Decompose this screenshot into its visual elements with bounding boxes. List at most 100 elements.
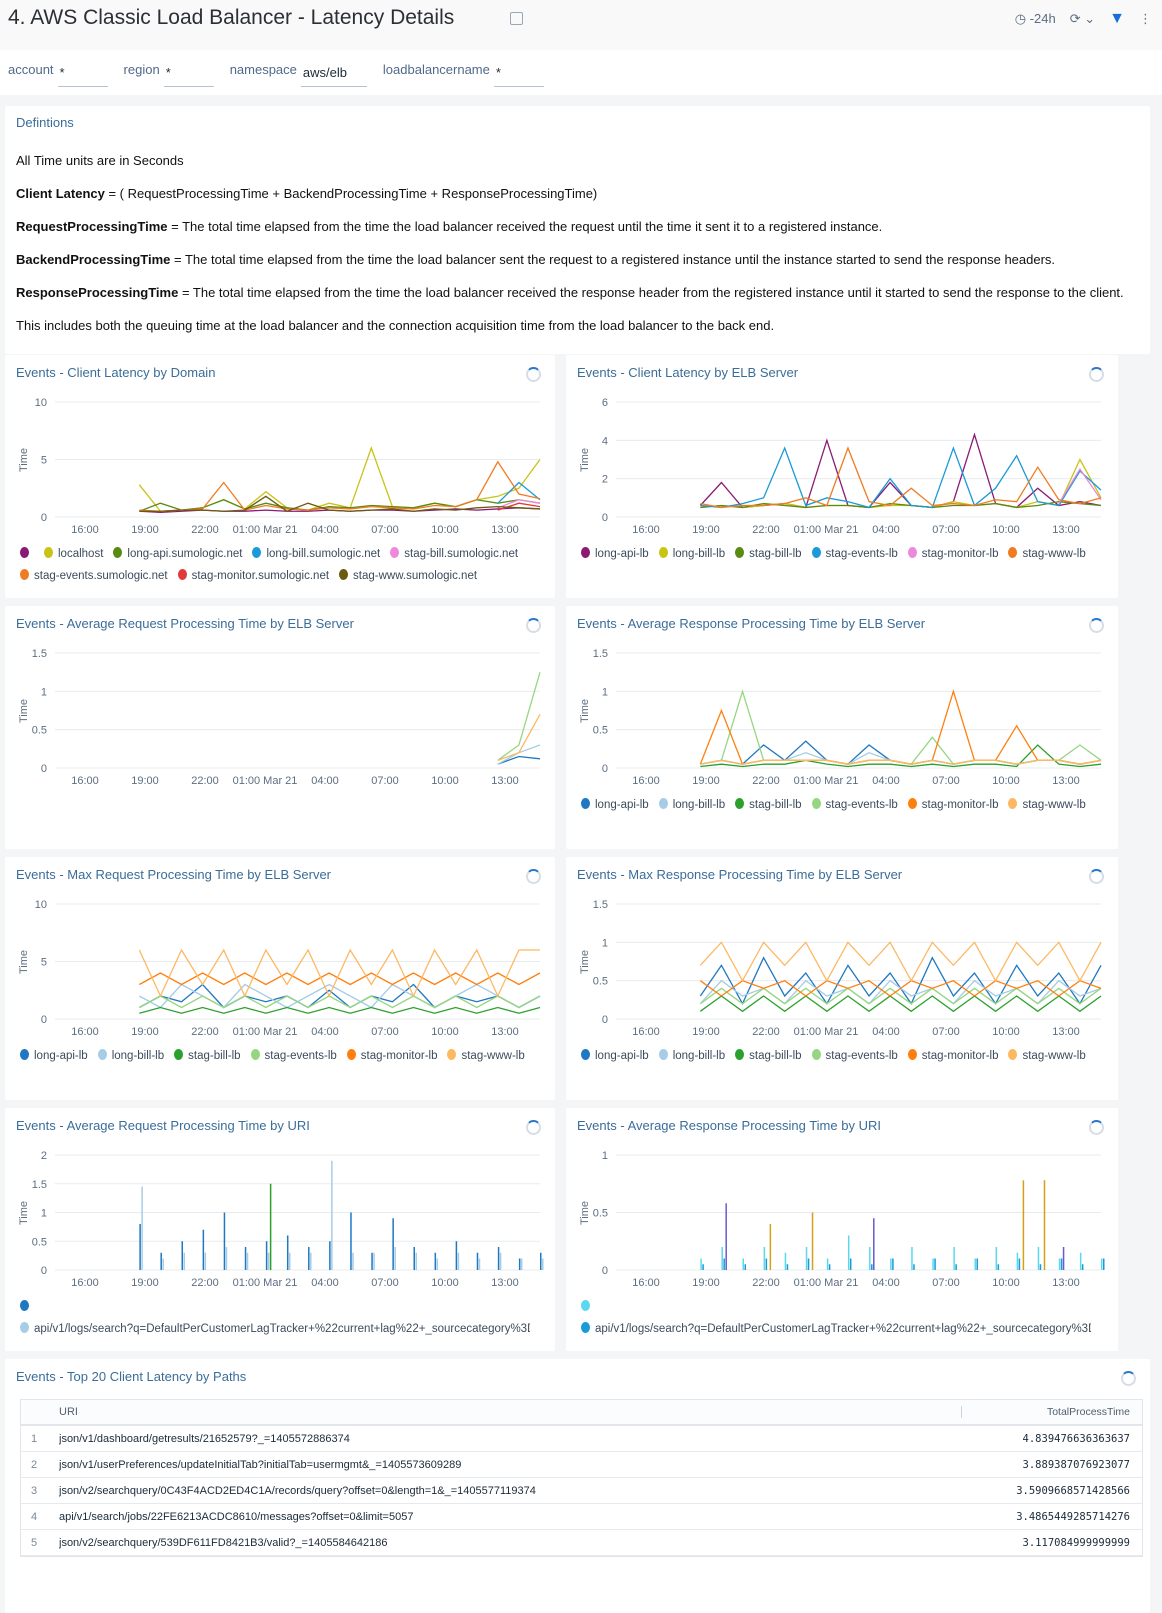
- legend-item[interactable]: long-bill-lb: [658, 1045, 725, 1067]
- legend-item[interactable]: stag-www-lb: [1008, 543, 1086, 565]
- bar[interactable]: [1058, 1258, 1061, 1271]
- bar[interactable]: [371, 1252, 373, 1270]
- bar[interactable]: [976, 1258, 978, 1271]
- table-row[interactable]: 4 api/v1/search/jobs/22FE6213ACDC8610/mes…: [21, 1504, 1142, 1530]
- bar[interactable]: [849, 1258, 852, 1271]
- bar[interactable]: [244, 1247, 247, 1270]
- series-line[interactable]: [700, 458, 1102, 509]
- bar[interactable]: [1022, 1180, 1025, 1270]
- bar[interactable]: [162, 1258, 164, 1271]
- series-line[interactable]: [139, 972, 541, 986]
- bar[interactable]: [997, 1264, 1000, 1270]
- bar[interactable]: [413, 1247, 415, 1270]
- bar[interactable]: [331, 1160, 333, 1270]
- bar[interactable]: [873, 1218, 875, 1270]
- bar[interactable]: [890, 1258, 892, 1271]
- time-range-button[interactable]: ◷ -24h: [1014, 11, 1056, 26]
- bar[interactable]: [352, 1252, 354, 1270]
- bar[interactable]: [1062, 1247, 1065, 1270]
- legend-item[interactable]: long-api-lb: [581, 543, 649, 565]
- series-line[interactable]: [699, 941, 1102, 983]
- legend-item[interactable]: [581, 1296, 1091, 1318]
- series-line[interactable]: [497, 499, 541, 509]
- bar[interactable]: [1018, 1258, 1021, 1271]
- series-line[interactable]: [139, 983, 541, 1009]
- series-line[interactable]: [497, 671, 541, 761]
- legend-item[interactable]: stag-bill-lb: [735, 1045, 802, 1067]
- more-icon[interactable]: ⋮: [1139, 11, 1152, 26]
- bar[interactable]: [415, 1252, 417, 1270]
- bar[interactable]: [1103, 1258, 1105, 1271]
- series-line[interactable]: [497, 744, 541, 765]
- legend-item[interactable]: long-bill-lb: [658, 794, 725, 816]
- series-line[interactable]: [138, 446, 541, 512]
- bar[interactable]: [828, 1264, 831, 1270]
- bar[interactable]: [223, 1212, 226, 1271]
- legend-item[interactable]: stag-bill-lb: [735, 794, 802, 816]
- bar[interactable]: [723, 1258, 725, 1271]
- bar[interactable]: [786, 1264, 789, 1270]
- bar[interactable]: [702, 1264, 704, 1270]
- bar[interactable]: [974, 1258, 976, 1271]
- bar[interactable]: [478, 1258, 481, 1271]
- series-line[interactable]: [700, 759, 1102, 765]
- bar[interactable]: [742, 1258, 745, 1271]
- bar[interactable]: [373, 1252, 375, 1270]
- bar[interactable]: [1039, 1264, 1042, 1270]
- bar[interactable]: [476, 1252, 479, 1270]
- bar[interactable]: [725, 1203, 727, 1270]
- series-line[interactable]: [699, 987, 1102, 1005]
- bar[interactable]: [518, 1258, 521, 1271]
- bar[interactable]: [269, 1183, 272, 1270]
- bar[interactable]: [457, 1252, 460, 1270]
- legend-item[interactable]: long-api-lb: [581, 1045, 649, 1067]
- series-line[interactable]: [699, 689, 1102, 765]
- bar[interactable]: [892, 1258, 894, 1271]
- legend-item[interactable]: stag-monitor-lb: [346, 1045, 437, 1067]
- legend-item[interactable]: long-bill.sumologic.net: [252, 543, 380, 565]
- legend-item[interactable]: api/v1/logs/search?q=DefaultPerCustomerL…: [20, 1318, 530, 1340]
- bar[interactable]: [700, 1258, 702, 1271]
- series-line[interactable]: [138, 948, 540, 998]
- bar[interactable]: [246, 1252, 249, 1270]
- bar[interactable]: [394, 1247, 396, 1270]
- legend-item[interactable]: stag-www.sumologic.net: [339, 565, 477, 587]
- bar[interactable]: [455, 1241, 458, 1270]
- legend-item[interactable]: long-api-lb: [20, 1045, 88, 1067]
- bar[interactable]: [542, 1258, 544, 1271]
- bar[interactable]: [160, 1252, 162, 1270]
- series-line[interactable]: [497, 755, 541, 765]
- series-line[interactable]: [699, 979, 1102, 997]
- bar[interactable]: [1037, 1247, 1040, 1270]
- bar[interactable]: [267, 1252, 270, 1270]
- filter-icon[interactable]: ▼: [1109, 10, 1125, 27]
- legend-item[interactable]: stag-events.sumologic.net: [20, 565, 168, 587]
- bar[interactable]: [932, 1258, 934, 1271]
- series-line[interactable]: [139, 460, 541, 512]
- bar[interactable]: [807, 1258, 810, 1271]
- bar[interactable]: [540, 1252, 542, 1270]
- refresh-icon[interactable]: ⟳ ⌄: [1069, 11, 1096, 26]
- bar[interactable]: [826, 1258, 829, 1271]
- bar[interactable]: [934, 1258, 936, 1271]
- legend-item[interactable]: stag-www-lb: [1008, 1045, 1086, 1067]
- series-line[interactable]: [497, 714, 541, 761]
- bar[interactable]: [392, 1218, 394, 1270]
- series-line[interactable]: [700, 501, 1102, 509]
- legend-item[interactable]: stag-monitor-lb: [907, 543, 998, 565]
- legend-item[interactable]: stag-bill-lb: [735, 543, 802, 565]
- bar[interactable]: [202, 1229, 205, 1270]
- series-line[interactable]: [497, 502, 541, 511]
- series-line[interactable]: [139, 1006, 541, 1014]
- table-row[interactable]: 5 json/v2/searchquery/539DF611FD8421B3/va…: [21, 1530, 1142, 1556]
- bar[interactable]: [955, 1264, 957, 1270]
- bar[interactable]: [805, 1247, 808, 1270]
- bar[interactable]: [288, 1252, 291, 1270]
- bar[interactable]: [721, 1247, 723, 1270]
- legend-item[interactable]: [20, 543, 34, 565]
- bar[interactable]: [139, 1224, 141, 1270]
- series-line[interactable]: [700, 446, 1102, 509]
- bar[interactable]: [499, 1252, 502, 1270]
- legend-item[interactable]: long-api-lb: [581, 794, 649, 816]
- edit-icon[interactable]: [510, 12, 523, 25]
